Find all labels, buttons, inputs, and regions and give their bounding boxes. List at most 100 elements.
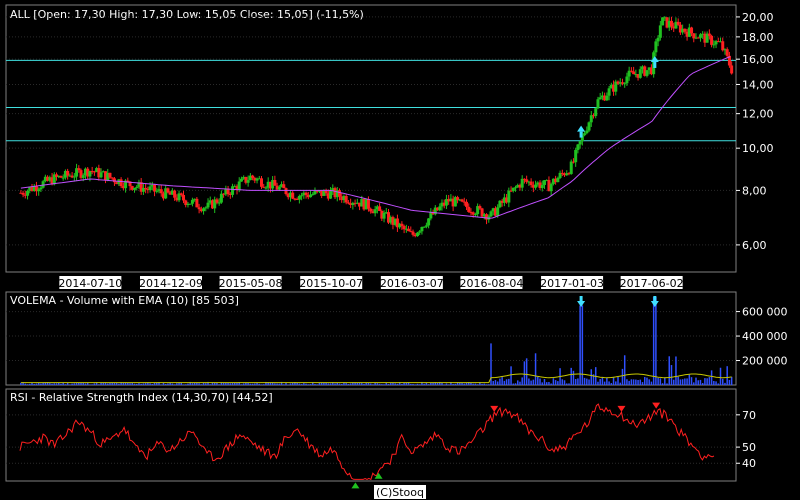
candle-body	[184, 200, 188, 206]
candle-body	[41, 181, 45, 188]
candle-body	[687, 27, 691, 37]
price-signals	[577, 55, 659, 138]
candle-body	[672, 26, 676, 29]
candle-body	[262, 186, 266, 188]
candle-body	[507, 190, 511, 203]
candle-body	[317, 190, 321, 192]
candle-body	[124, 180, 128, 189]
candle-body	[603, 95, 607, 101]
rsi-oversold-marker	[351, 482, 360, 489]
candle-body	[707, 33, 711, 36]
candle-body	[284, 188, 288, 195]
candle-body	[248, 175, 252, 181]
candle-body	[382, 212, 386, 219]
candle-body	[393, 218, 397, 225]
candle-body	[355, 202, 359, 204]
candle-body	[612, 84, 616, 92]
candle-body	[206, 202, 210, 208]
candle-body	[694, 37, 698, 39]
candle-body	[480, 208, 484, 217]
candle-body	[175, 197, 179, 201]
candle-body	[384, 212, 388, 214]
date-label: 2015-05-08	[219, 277, 283, 290]
candle-body	[643, 66, 647, 76]
candle-body	[95, 168, 99, 173]
candle-body	[422, 226, 426, 228]
candle-body	[297, 195, 301, 200]
candle-body	[231, 186, 235, 195]
candle-body	[193, 198, 197, 200]
date-label: 2014-07-10	[58, 277, 122, 290]
candle-body	[55, 174, 59, 177]
candle-body	[228, 194, 232, 196]
candle-body	[478, 206, 482, 209]
candle-body	[43, 176, 47, 182]
candle-body	[436, 207, 440, 211]
candle-body	[86, 168, 90, 177]
candle-body	[186, 203, 190, 206]
candle-body	[260, 178, 263, 187]
candle-body	[433, 207, 437, 215]
candle-body	[90, 171, 94, 173]
rsi-overbought-marker	[617, 405, 626, 412]
candle-body	[589, 115, 593, 123]
candle-body	[387, 212, 391, 223]
candle-body	[467, 206, 471, 212]
candle-body	[150, 184, 154, 187]
rsi-oversold-marker	[374, 472, 383, 479]
candle-body	[411, 231, 415, 235]
date-label-box	[541, 276, 604, 289]
candle-body	[625, 76, 629, 84]
candle-body	[549, 183, 553, 192]
candle-body	[213, 199, 217, 209]
rsi-panel: RSI - Relative Strength Index (14,30,70)…	[5, 388, 756, 489]
candle-body	[288, 192, 292, 198]
candle-body	[703, 33, 707, 43]
candle-body	[130, 186, 134, 190]
candle-body	[476, 206, 480, 215]
candle-body	[400, 223, 404, 227]
candle-body	[313, 190, 317, 195]
candle-body	[645, 70, 649, 76]
candle-body	[121, 186, 125, 189]
candle-body	[496, 207, 500, 216]
date-label: 2017-06-02	[620, 277, 684, 290]
candle-body	[658, 25, 662, 38]
candle-body	[141, 187, 145, 192]
candle-body	[349, 203, 353, 206]
volume-signal-stem	[579, 296, 583, 301]
candle-body	[609, 84, 613, 89]
candle-body	[518, 185, 522, 188]
price-tick-label: 6,00	[742, 239, 767, 252]
candle-body	[59, 175, 63, 178]
candle-body	[380, 210, 384, 219]
candle-body	[373, 209, 377, 214]
candle-body	[257, 178, 261, 180]
candle-body	[505, 197, 509, 203]
candle-body	[538, 182, 542, 189]
candle-body	[224, 188, 228, 195]
candle-body	[698, 34, 702, 38]
candle-body	[641, 66, 645, 70]
date-label: 2017-01-03	[540, 277, 604, 290]
date-label: 2015-10-07	[299, 277, 363, 290]
candle-body	[30, 187, 34, 191]
candle-body	[424, 225, 428, 227]
candle-body	[723, 49, 727, 51]
candle-body	[473, 214, 477, 216]
candle-body	[592, 115, 596, 117]
candle-body	[210, 200, 214, 209]
credit-box	[374, 485, 426, 499]
candle-body	[462, 201, 466, 203]
candle-body	[112, 178, 116, 183]
candle-body	[676, 21, 680, 25]
candle-body	[522, 178, 526, 180]
candle-body	[542, 180, 546, 185]
candle-body	[402, 226, 406, 230]
candle-body	[320, 190, 324, 196]
candle-body	[182, 195, 186, 201]
candle-body	[578, 141, 582, 145]
candle-body	[68, 175, 72, 177]
candle-body	[164, 188, 168, 199]
